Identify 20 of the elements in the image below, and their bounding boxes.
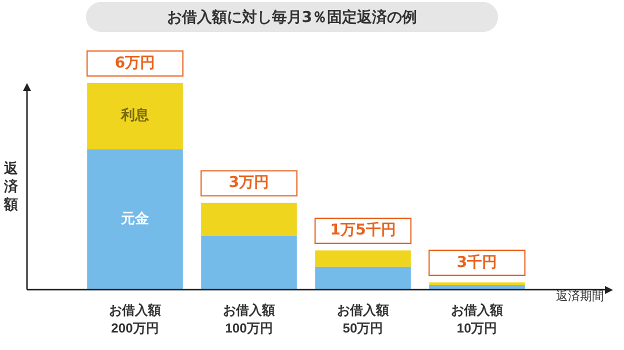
- bar: [429, 282, 525, 286]
- bar: [87, 83, 183, 150]
- bar: [315, 266, 411, 290]
- bar: [315, 250, 411, 267]
- annotation: 3万円: [228, 173, 270, 192]
- y-axis-title: 返済額: [2, 160, 19, 214]
- x-tick-label: お借入額 200万円: [109, 302, 161, 336]
- bar: [87, 149, 183, 290]
- x-tick-label: お借入額 100万円: [223, 302, 275, 336]
- x-tick-label: お借入額 10万円: [451, 302, 503, 336]
- x-axis-title: 返済期間: [556, 288, 604, 305]
- series-label: 利息: [120, 108, 150, 124]
- series-label: 元金: [120, 210, 150, 227]
- chart-title: お借入額に対し毎月3％固定返済の例: [86, 2, 498, 32]
- annotation: 6万円: [114, 53, 156, 72]
- annotation: 3千円: [456, 252, 498, 271]
- bar: [201, 236, 297, 290]
- x-tick-label: お借入額 50万円: [337, 302, 389, 336]
- bar: [201, 202, 297, 236]
- annotation: 1万5千円: [330, 220, 396, 239]
